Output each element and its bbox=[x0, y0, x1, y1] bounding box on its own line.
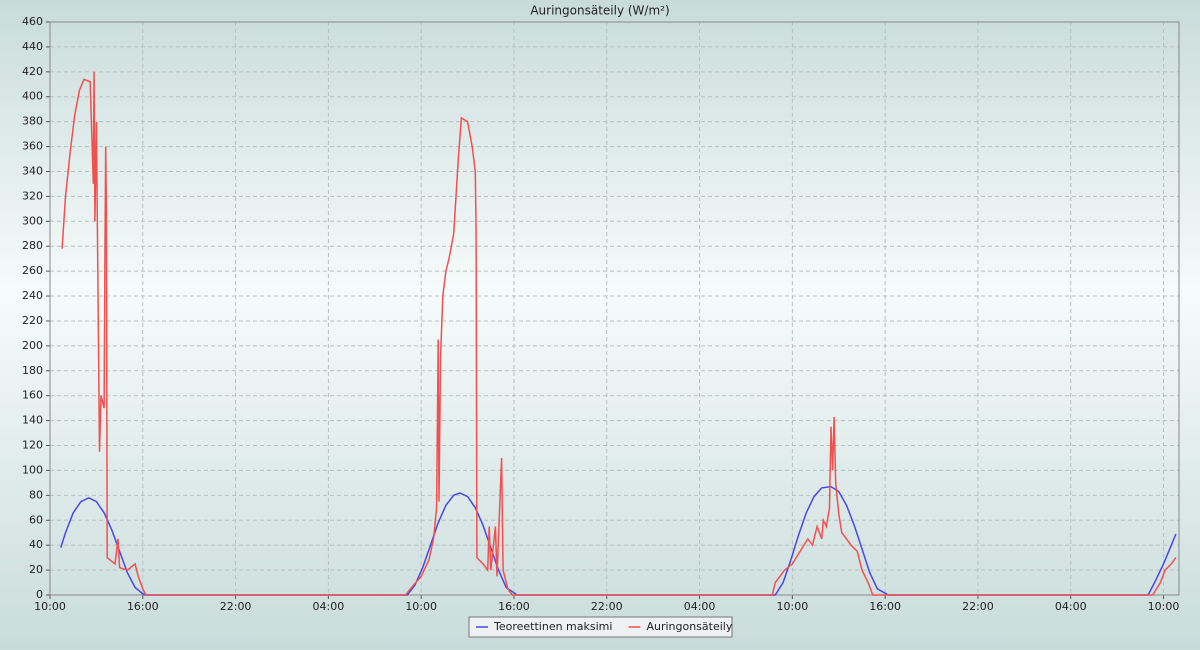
x-tick-label: 16:00 bbox=[127, 600, 159, 613]
x-tick-label: 16:00 bbox=[869, 600, 901, 613]
chart-title: Auringonsäteily (W/m²) bbox=[530, 4, 669, 18]
legend: Teoreettinen maksimi Auringonsäteily bbox=[468, 616, 733, 638]
x-tick-label: 22:00 bbox=[591, 600, 623, 613]
x-tick-label: 04:00 bbox=[313, 600, 345, 613]
y-tick-label: 220 bbox=[22, 314, 43, 327]
x-tick-label: 04:00 bbox=[684, 600, 716, 613]
y-tick-label: 120 bbox=[22, 439, 43, 452]
x-tick-label: 22:00 bbox=[220, 600, 252, 613]
y-tick-label: 40 bbox=[29, 538, 43, 551]
y-tick-label: 360 bbox=[22, 140, 43, 153]
x-tick-label: 22:00 bbox=[962, 600, 994, 613]
y-tick-label: 260 bbox=[22, 264, 43, 277]
series-line bbox=[61, 71, 1177, 596]
x-tick-label: 16:00 bbox=[498, 600, 530, 613]
y-tick-label: 280 bbox=[22, 239, 43, 252]
y-tick-label: 400 bbox=[22, 90, 43, 103]
legend-box bbox=[468, 616, 733, 638]
y-tick-label: 160 bbox=[22, 389, 43, 402]
y-tick-label: 320 bbox=[22, 189, 43, 202]
y-tick-label: 0 bbox=[36, 588, 43, 601]
x-tick-label: 10:00 bbox=[405, 600, 437, 613]
y-tick-label: 300 bbox=[22, 214, 43, 227]
x-tick-label: 04:00 bbox=[1055, 600, 1087, 613]
y-tick-label: 180 bbox=[22, 364, 43, 377]
x-tick-label: 10:00 bbox=[777, 600, 809, 613]
y-tick-label: 420 bbox=[22, 65, 43, 78]
y-tick-label: 100 bbox=[22, 463, 43, 476]
y-tick-label: 140 bbox=[22, 414, 43, 427]
x-tick-label: 10:00 bbox=[34, 600, 66, 613]
y-tick-label: 60 bbox=[29, 513, 43, 526]
y-tick-label: 440 bbox=[22, 40, 43, 53]
y-tick-label: 380 bbox=[22, 115, 43, 128]
x-tick-label: 10:00 bbox=[1148, 600, 1180, 613]
y-tick-label: 20 bbox=[29, 563, 43, 576]
y-tick-label: 460 bbox=[22, 15, 43, 28]
y-tick-label: 340 bbox=[22, 164, 43, 177]
legend-label: Teoreettinen maksimi bbox=[493, 620, 612, 633]
y-tick-label: 200 bbox=[22, 339, 43, 352]
y-tick-label: 80 bbox=[29, 488, 43, 501]
y-tick-label: 240 bbox=[22, 289, 43, 302]
legend-label: Auringonsäteily bbox=[646, 620, 732, 633]
